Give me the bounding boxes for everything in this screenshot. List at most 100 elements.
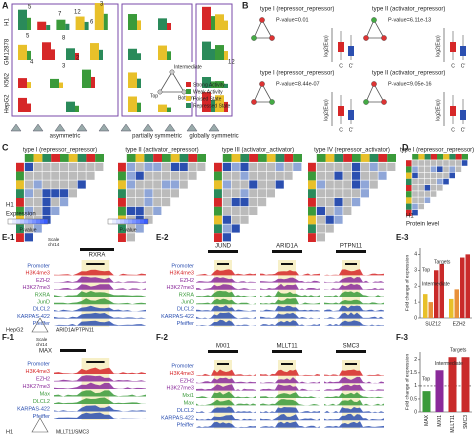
- side-bar: [16, 189, 24, 198]
- heat-cell: [334, 171, 343, 180]
- signal-track: [196, 319, 256, 326]
- heat-cell: [126, 206, 135, 215]
- track-label: JunD: [181, 299, 194, 305]
- motif-icon: [32, 123, 44, 132]
- triangle-icon: [31, 317, 49, 333]
- y-tick-label: 1: [414, 299, 417, 305]
- heat-cell: [33, 180, 42, 189]
- heat-cell: [68, 162, 77, 171]
- legend-text: Top: [150, 93, 158, 99]
- count-label: 5: [28, 5, 32, 11]
- heat-cell: [430, 191, 437, 197]
- node: [363, 35, 369, 41]
- legend-swatch: [186, 103, 191, 108]
- heat-cell: [42, 180, 51, 189]
- heat-cell: [437, 166, 443, 172]
- state-block: [18, 97, 27, 112]
- state-block: [128, 72, 137, 88]
- top-bar: [33, 154, 43, 162]
- row-label: HepG2: [5, 94, 11, 114]
- top-bar: [135, 154, 145, 162]
- state-block: [224, 83, 228, 88]
- side-bar: [214, 198, 222, 207]
- heat-cell: [360, 189, 369, 198]
- signal-track: [324, 269, 384, 276]
- state-block: [167, 107, 171, 112]
- heat-cell: [360, 162, 369, 171]
- network-label: ARID1A/PTPN11: [56, 327, 94, 333]
- top-bar: [162, 154, 171, 162]
- signal-track: [324, 413, 384, 421]
- state-block: [224, 51, 228, 60]
- track-label: Promoter: [27, 263, 50, 269]
- top-bar: [418, 154, 425, 160]
- colorbar: [112, 219, 116, 224]
- heat-cell: [144, 162, 153, 171]
- heat-cell: [325, 198, 334, 207]
- heat-cell: [275, 162, 284, 171]
- colorbar: [116, 219, 120, 224]
- state-block: [51, 49, 55, 60]
- bar: [449, 298, 454, 318]
- heat-cell: [249, 189, 258, 198]
- group-label: C: [339, 127, 343, 133]
- heat-cell: [51, 206, 60, 215]
- plot-title: type I (repressor_repressor): [260, 7, 334, 13]
- track-label: H3K4me3: [170, 271, 194, 277]
- heat-cell: [325, 215, 334, 224]
- heat-cell: [126, 198, 135, 207]
- chrom-label: chr14: [36, 342, 48, 347]
- heat-cell: [316, 206, 325, 215]
- heat-cell: [222, 224, 231, 233]
- heat-cell: [68, 180, 77, 189]
- row-label: GM12878: [5, 38, 11, 65]
- heat-cell: [240, 198, 249, 207]
- heatmap-title: type IV (repressor_activator): [314, 148, 390, 154]
- heat-cell: [60, 162, 69, 171]
- signal-track: [324, 407, 384, 413]
- box: [338, 106, 344, 116]
- state-block: [202, 41, 211, 60]
- heat-cell: [24, 171, 33, 180]
- plot-title: type I (repressor_repressor): [260, 71, 334, 77]
- track-label: DLCL2: [33, 307, 50, 313]
- heat-cell: [144, 198, 153, 207]
- signal-track: [260, 312, 320, 319]
- heat-cell: [24, 189, 33, 198]
- heat-cell: [266, 171, 275, 180]
- side-bar: [406, 166, 412, 173]
- top-bar: [437, 154, 444, 160]
- state-block: [215, 95, 224, 112]
- heat-cell: [325, 189, 334, 198]
- heat-cell: [240, 215, 249, 224]
- signal-track: [260, 270, 320, 276]
- heat-cell: [135, 162, 144, 171]
- p-value: P-value=8.44e-07: [276, 81, 320, 87]
- box: [460, 46, 466, 56]
- group-label: C: [451, 63, 455, 69]
- top-bar: [284, 154, 294, 162]
- track-label: H3K27me3: [22, 384, 50, 390]
- heat-cell: [240, 189, 249, 198]
- state-block: [211, 16, 215, 30]
- side-bar: [118, 206, 126, 216]
- state-block: [27, 103, 31, 112]
- x-tick-label: MLLT11: [450, 415, 456, 433]
- gene-bar: [208, 250, 238, 253]
- bar: [439, 263, 444, 318]
- colorbar-label: P-value: [20, 227, 37, 233]
- heat-cell: [42, 198, 51, 207]
- heat-cell: [51, 198, 60, 207]
- group-label: C': [461, 127, 466, 133]
- y-tick-label: 3: [414, 268, 417, 274]
- level-label: Top: [422, 267, 430, 273]
- colorbar: [28, 219, 32, 224]
- heat-cell: [135, 189, 144, 198]
- track-label: H3K4me3: [26, 271, 50, 277]
- legend-text: Weak Activity: [193, 89, 223, 95]
- heat-cell: [316, 224, 325, 233]
- colorbar: [120, 219, 124, 224]
- signal-track: [54, 397, 146, 404]
- top-bar: [51, 154, 60, 162]
- top-bar: [387, 154, 396, 162]
